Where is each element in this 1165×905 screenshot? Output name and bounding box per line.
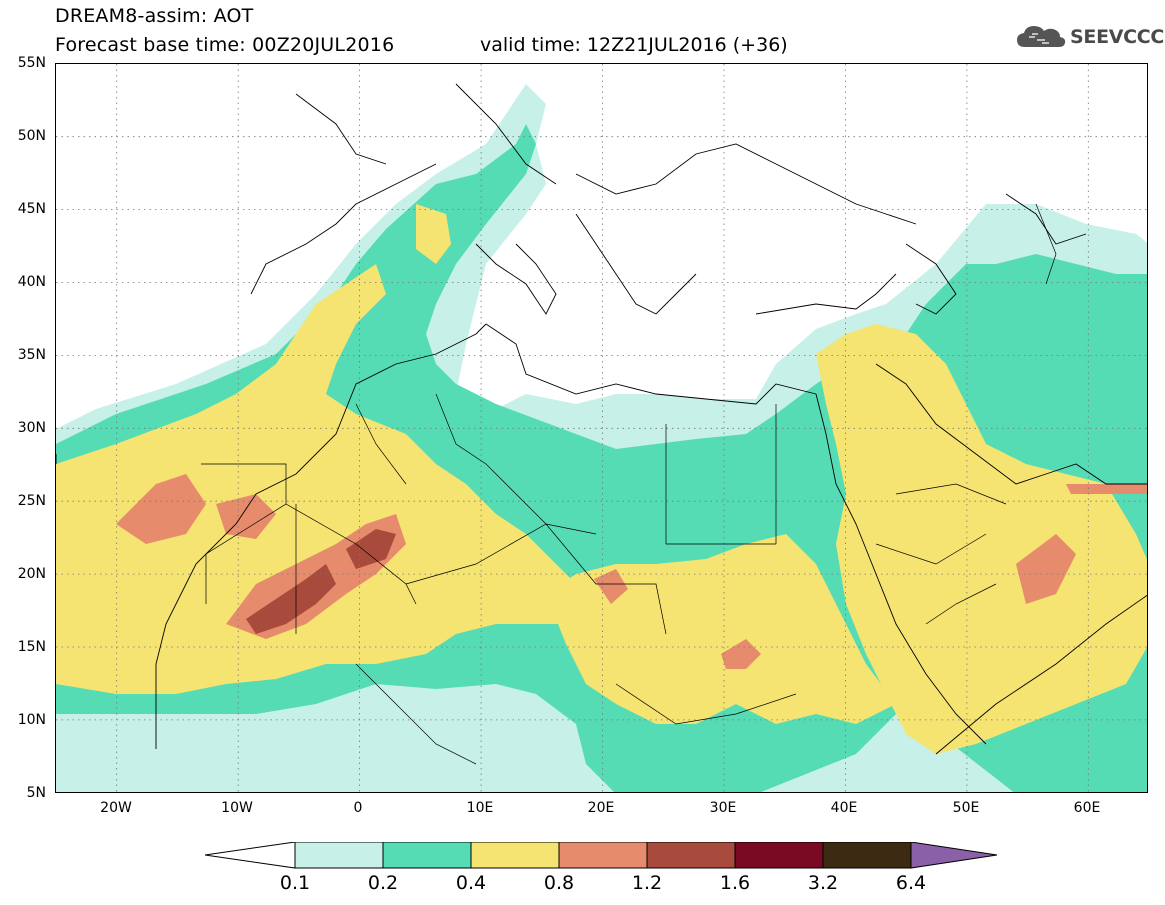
lon-label: 0 [353, 800, 363, 816]
aot-level-0.8-arabia [1016, 534, 1076, 604]
aot-level-0.4 [56, 264, 576, 694]
colorbar-label: 0.4 [455, 872, 487, 894]
lon-label: 60E [1073, 800, 1101, 816]
colorbar-label: 0.1 [279, 872, 311, 894]
lon-label: 20E [587, 800, 615, 816]
colorbar-swatch [822, 842, 912, 869]
aot-contours [56, 84, 1147, 792]
aot-level-0.8-mali [216, 494, 276, 539]
colorbar-swatch [294, 842, 384, 869]
colorbar-swatch [646, 842, 736, 869]
colorbar-label: 3.2 [807, 872, 839, 894]
colorbar-swatch [382, 842, 472, 869]
colorbar-label: 0.2 [367, 872, 399, 894]
logo-text: SEEVCCC [1070, 26, 1165, 48]
aot-level-0.4-arabia [816, 324, 1147, 754]
lat-label: 45N [17, 201, 46, 217]
aot-level-0.8-chad [721, 639, 761, 669]
colorbar [205, 842, 998, 869]
forecast-base-time: Forecast base time: 00Z20JUL2016 [55, 34, 395, 56]
colorbar-swatch [734, 842, 824, 869]
chart-title: DREAM8-assim: AOT [55, 5, 254, 27]
lat-label: 30N [17, 420, 46, 436]
lat-label: 25N [17, 493, 46, 509]
aot-level-1.2 [246, 564, 336, 634]
valid-time: valid time: 12Z21JUL2016 (+36) [480, 34, 788, 56]
colorbar-over [910, 842, 998, 869]
aot-level-0.4-central [546, 534, 896, 724]
aot-map [56, 64, 1147, 792]
map-panel [55, 63, 1148, 793]
aot-level-0.8-west [116, 474, 206, 544]
aot-level-0.4-europe [416, 204, 451, 264]
lon-label: 10E [466, 800, 494, 816]
lat-label: 20N [17, 566, 46, 582]
lat-label: 5N [26, 785, 46, 801]
lon-label: 50E [952, 800, 980, 816]
lat-label: 55N [17, 55, 46, 71]
lat-label: 15N [17, 639, 46, 655]
aot-level-1.2-b [346, 529, 396, 569]
lat-label: 10N [17, 712, 46, 728]
seevccc-logo: SEEVCCC [1015, 22, 1164, 52]
colorbar-label: 6.4 [895, 872, 927, 894]
lon-label: 20W [100, 800, 132, 816]
aot-level-0.8-oman [1066, 484, 1147, 494]
graticule [56, 64, 1147, 792]
lat-label: 35N [17, 347, 46, 363]
lon-label: 10W [221, 800, 253, 816]
lat-label: 50N [17, 128, 46, 144]
lat-label: 40N [17, 274, 46, 290]
coastlines [56, 83, 1147, 755]
borders [201, 203, 1057, 765]
colorbar-label: 1.2 [631, 872, 663, 894]
cloud-icon [1017, 26, 1066, 47]
colorbar-label: 1.6 [719, 872, 751, 894]
lon-label: 40E [830, 800, 858, 816]
colorbar-label: 0.8 [543, 872, 575, 894]
colorbar-under [205, 842, 296, 869]
lon-label: 30E [709, 800, 737, 816]
colorbar-swatch [558, 842, 648, 869]
aot-level-0.8-niger [594, 569, 628, 604]
colorbar-swatch [470, 842, 560, 869]
